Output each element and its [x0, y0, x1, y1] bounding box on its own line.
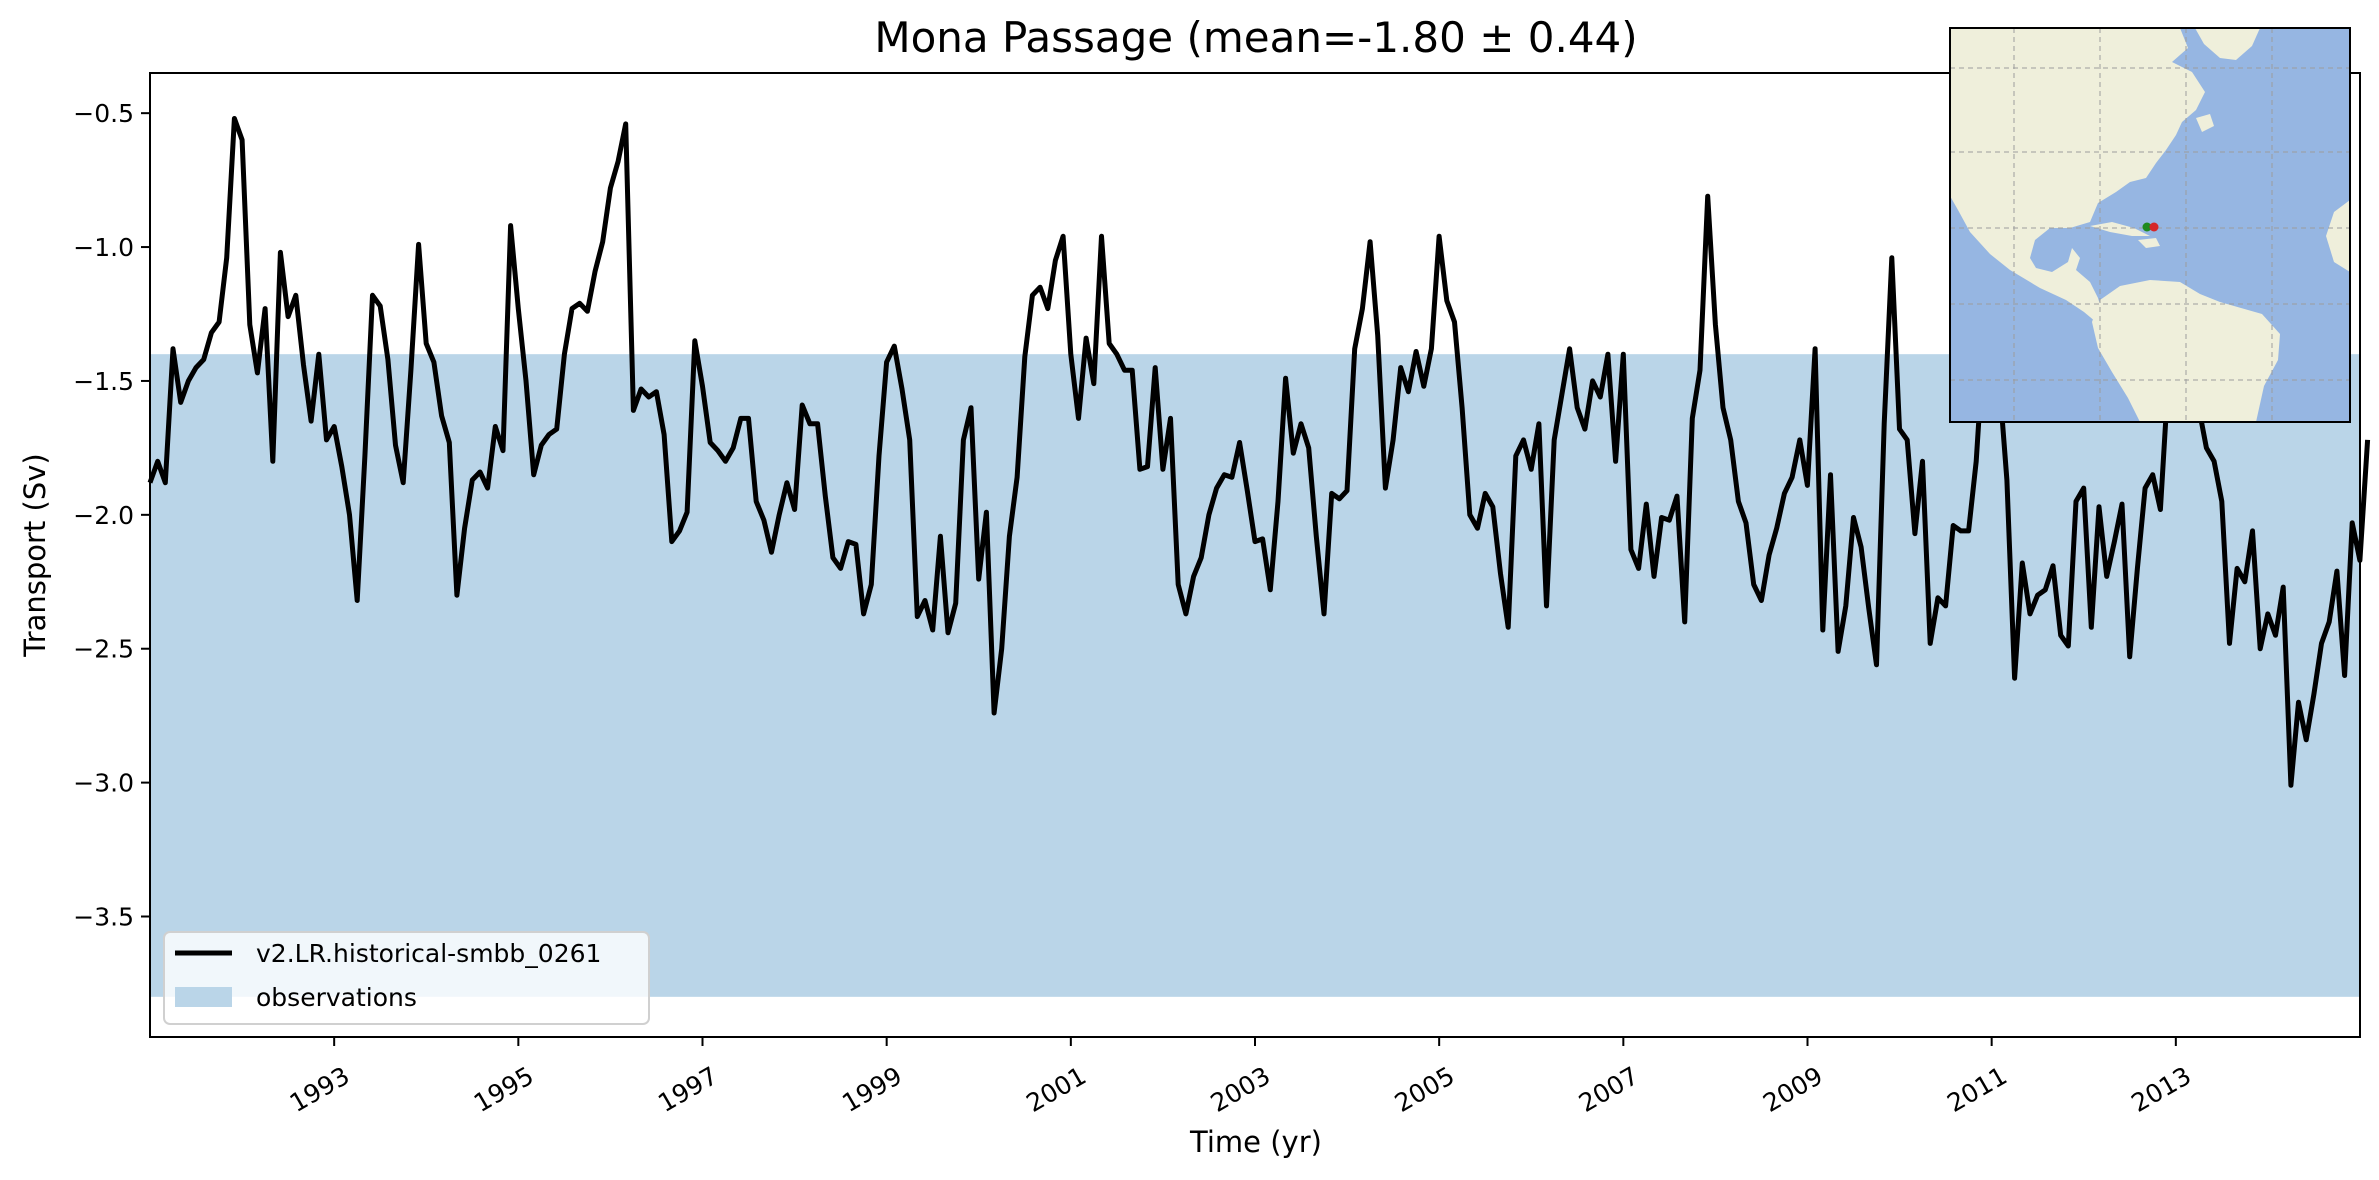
chart-title: Mona Passage (mean=-1.80 ± 0.44): [874, 13, 1637, 62]
legend-observations-swatch: [175, 987, 232, 1007]
y-axis-ticks: −0.5 −1.0 −1.5 −2.0 −2.5 −3.0 −3.5: [73, 99, 150, 932]
x-axis-label: Time (yr): [1189, 1125, 1322, 1159]
legend-box: [163, 931, 650, 1025]
map-land-newfoundland: [2196, 114, 2214, 132]
legend-series-label: v2.LR.historical-smbb_0261: [256, 939, 601, 968]
map-land-africa: [2326, 200, 2350, 272]
legend: v2.LR.historical-smbb_0261 observations: [163, 931, 650, 1025]
observations-band: [150, 354, 2360, 997]
y-tick-label: −0.5: [73, 99, 134, 128]
y-tick-label: −2.5: [73, 635, 134, 664]
y-tick-label: −2.0: [73, 501, 134, 530]
y-tick-label: −3.5: [73, 903, 134, 932]
map-land-greenland: [2195, 28, 2260, 60]
map-land-south-america: [2092, 280, 2280, 422]
map-marker-red: [2149, 222, 2159, 232]
y-tick-label: −1.0: [73, 233, 134, 262]
map-land-cuba: [2090, 222, 2150, 236]
map-land-hispaniola: [2138, 238, 2160, 248]
map-marker-green: [2142, 222, 2152, 232]
inset-map: [1949, 27, 2351, 423]
map-frame: [1949, 27, 2351, 423]
y-tick-label: −1.5: [73, 367, 134, 396]
y-tick-label: −3.0: [73, 769, 134, 798]
y-axis-label: Transport (Sv): [18, 453, 52, 658]
legend-observations-label: observations: [256, 983, 417, 1012]
